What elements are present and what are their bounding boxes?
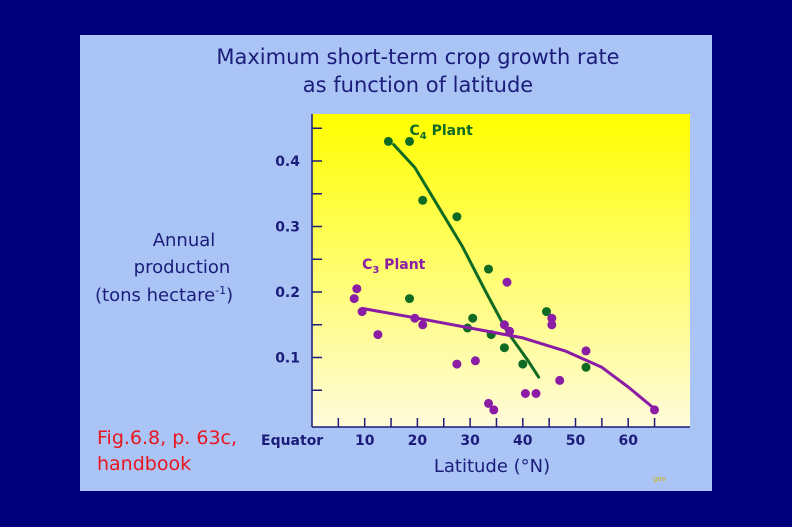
- c4-data-point: [405, 136, 414, 146]
- c3-data-point: [470, 356, 480, 366]
- x-tick-label: 50: [566, 433, 586, 449]
- c3-series-label-text: Plant: [379, 257, 425, 273]
- c3-data-point: [352, 284, 362, 294]
- c3-data-point: [505, 326, 515, 336]
- chart-title-line-2: as function of latitude: [303, 73, 533, 97]
- c3-data-point: [555, 375, 565, 385]
- c4-data-point: [452, 212, 462, 222]
- axis-ticks: 0.1 0.2 0.3 0.4 10 20 30 40 50 60: [275, 127, 656, 449]
- slide-panel: Maximum short-term crop growth rate as f…: [80, 35, 712, 491]
- c3-data-point: [410, 313, 420, 323]
- y-axis-label-line-2: production: [134, 257, 231, 278]
- c4-data-point: [468, 313, 478, 323]
- c3-data-point: [547, 313, 557, 323]
- c4-series-label: C4 Plant: [409, 123, 473, 142]
- c3-data-point: [650, 405, 659, 415]
- c3-trend-line: [360, 306, 654, 409]
- c4-data-point: [405, 294, 414, 304]
- x-tick-label: 40: [513, 433, 533, 449]
- x-axis-label: Latitude (°N): [434, 456, 550, 477]
- source-note-line-2: handbook: [97, 453, 191, 475]
- c4-series-label-text: Plant: [427, 123, 473, 139]
- c3-series-label-letter: C: [362, 257, 372, 273]
- x-tick-label: 60: [618, 433, 638, 449]
- c4-data-point: [383, 136, 393, 146]
- c4-data-point: [542, 307, 551, 317]
- c4-data-point: [418, 195, 428, 205]
- c3-data-point: [357, 307, 367, 317]
- c3-data-point: [349, 294, 359, 304]
- c3-data-point: [502, 277, 512, 287]
- source-note-line-1: Fig.6.8, p. 63c,: [97, 427, 237, 449]
- chart-title-line-1: Maximum short-term crop growth rate: [216, 45, 619, 69]
- scatter-chart: Maximum short-term crop growth rate as f…: [95, 45, 690, 483]
- c3-data-point: [520, 389, 530, 398]
- c4-data-point: [484, 264, 493, 274]
- y-tick-label: 0.1: [275, 351, 300, 367]
- y-axis-label-line-3: (tons hectare-1): [95, 284, 233, 306]
- credit-mark: gov: [653, 475, 666, 483]
- y-tick-label: 0.2: [275, 285, 300, 301]
- y-axis-label-close: ): [226, 285, 233, 306]
- c4-data-point: [518, 359, 528, 369]
- y-axis-label-units: (tons hectare: [95, 285, 215, 306]
- c4-series-label-letter: C: [409, 123, 419, 139]
- y-tick-label: 0.4: [275, 154, 300, 170]
- c3-data-point: [499, 320, 509, 330]
- y-axis-label-exponent: -1: [215, 284, 226, 297]
- c3-data-point: [489, 405, 499, 415]
- x-tick-label: 10: [355, 433, 375, 449]
- c3-data-point: [484, 398, 493, 408]
- c3-data-point: [581, 346, 591, 356]
- c3-data-point: [418, 320, 428, 330]
- plot-area: [312, 114, 690, 427]
- x-tick-label: 30: [460, 433, 480, 449]
- c3-series-label: C3 Plant: [362, 257, 426, 276]
- c3-data-point: [373, 330, 383, 340]
- x-tick-label: 20: [408, 433, 428, 449]
- c4-trend-line: [392, 143, 541, 379]
- c4-series-label-subscript: 4: [420, 131, 427, 142]
- y-axis-label-line-1: Annual: [153, 230, 216, 251]
- c3-data-point: [452, 359, 462, 369]
- x-axis-start-label: Equator: [261, 433, 323, 449]
- c3-series-label-subscript: 3: [372, 265, 379, 276]
- y-tick-label: 0.3: [275, 220, 300, 236]
- c4-data-point: [581, 362, 591, 372]
- c3-data-point: [547, 320, 557, 330]
- c4-data-point: [499, 343, 509, 353]
- c3-data-point: [531, 389, 541, 398]
